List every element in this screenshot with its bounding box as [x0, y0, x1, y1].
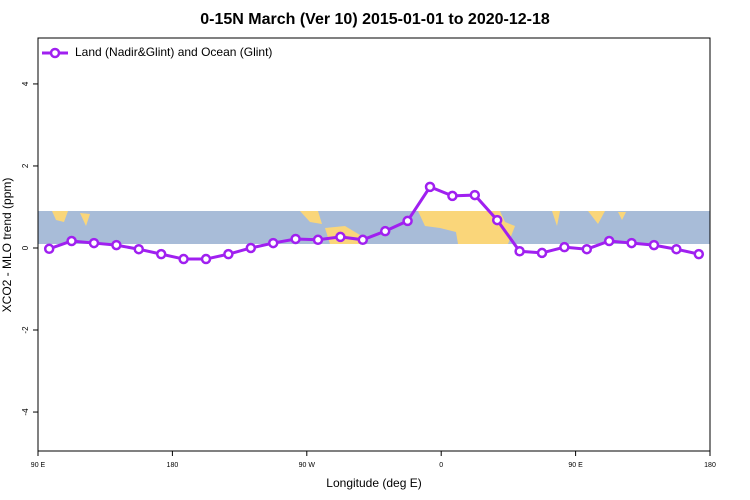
- map-band: [38, 211, 710, 244]
- x-axis-label: Longitude (deg E): [326, 476, 421, 490]
- data-point: [43, 243, 55, 255]
- y-tick-label: 4: [21, 81, 30, 86]
- data-point: [603, 235, 615, 247]
- data-point: [178, 253, 189, 265]
- data-point: [491, 214, 503, 226]
- x-tick-label: 0: [439, 462, 443, 469]
- data-point: [223, 248, 234, 260]
- data-point: [559, 241, 570, 253]
- x-tick-label: 90 E: [31, 462, 46, 469]
- y-tick-label: -4: [21, 408, 30, 416]
- data-point: [447, 190, 458, 202]
- data-point: [626, 237, 637, 249]
- y-tick-label: 2: [21, 163, 30, 168]
- data-point: [424, 181, 436, 193]
- x-tick-label: 180: [167, 462, 179, 469]
- data-point: [335, 231, 346, 243]
- data-point: [88, 237, 100, 249]
- legend-label: Land (Nadir&Glint) and Ocean (Glint): [75, 45, 272, 59]
- data-point: [648, 239, 660, 251]
- data-point: [514, 246, 525, 257]
- y-axis-label: XCO2 - MLO trend (ppm): [0, 178, 14, 313]
- data-point: [312, 234, 324, 246]
- data-point: [200, 253, 212, 265]
- plot-frame: [37, 37, 711, 452]
- chart-title: 0-15N March (Ver 10) 2015-01-01 to 2020-…: [200, 11, 550, 28]
- legend-marker: [49, 47, 61, 59]
- data-point: [671, 243, 682, 255]
- data-point: [357, 234, 369, 246]
- data-point: [245, 242, 257, 254]
- data-point: [66, 235, 77, 247]
- y-tick-label: 0: [21, 245, 30, 250]
- data-point: [469, 189, 481, 201]
- x-tick-label: 180: [704, 462, 716, 469]
- data-point: [267, 237, 279, 249]
- data-point: [155, 248, 167, 260]
- data-point: [111, 239, 122, 251]
- x-tick-label: 90 W: [299, 462, 316, 469]
- data-point: [693, 248, 705, 260]
- data-point: [536, 247, 548, 259]
- y-tick-label: -2: [21, 326, 30, 334]
- data-point: [379, 225, 391, 237]
- data-point: [581, 243, 593, 255]
- data-point: [402, 215, 413, 227]
- data-point: [133, 243, 145, 255]
- x-tick-label: 90 E: [568, 462, 583, 469]
- data-point: [290, 233, 301, 245]
